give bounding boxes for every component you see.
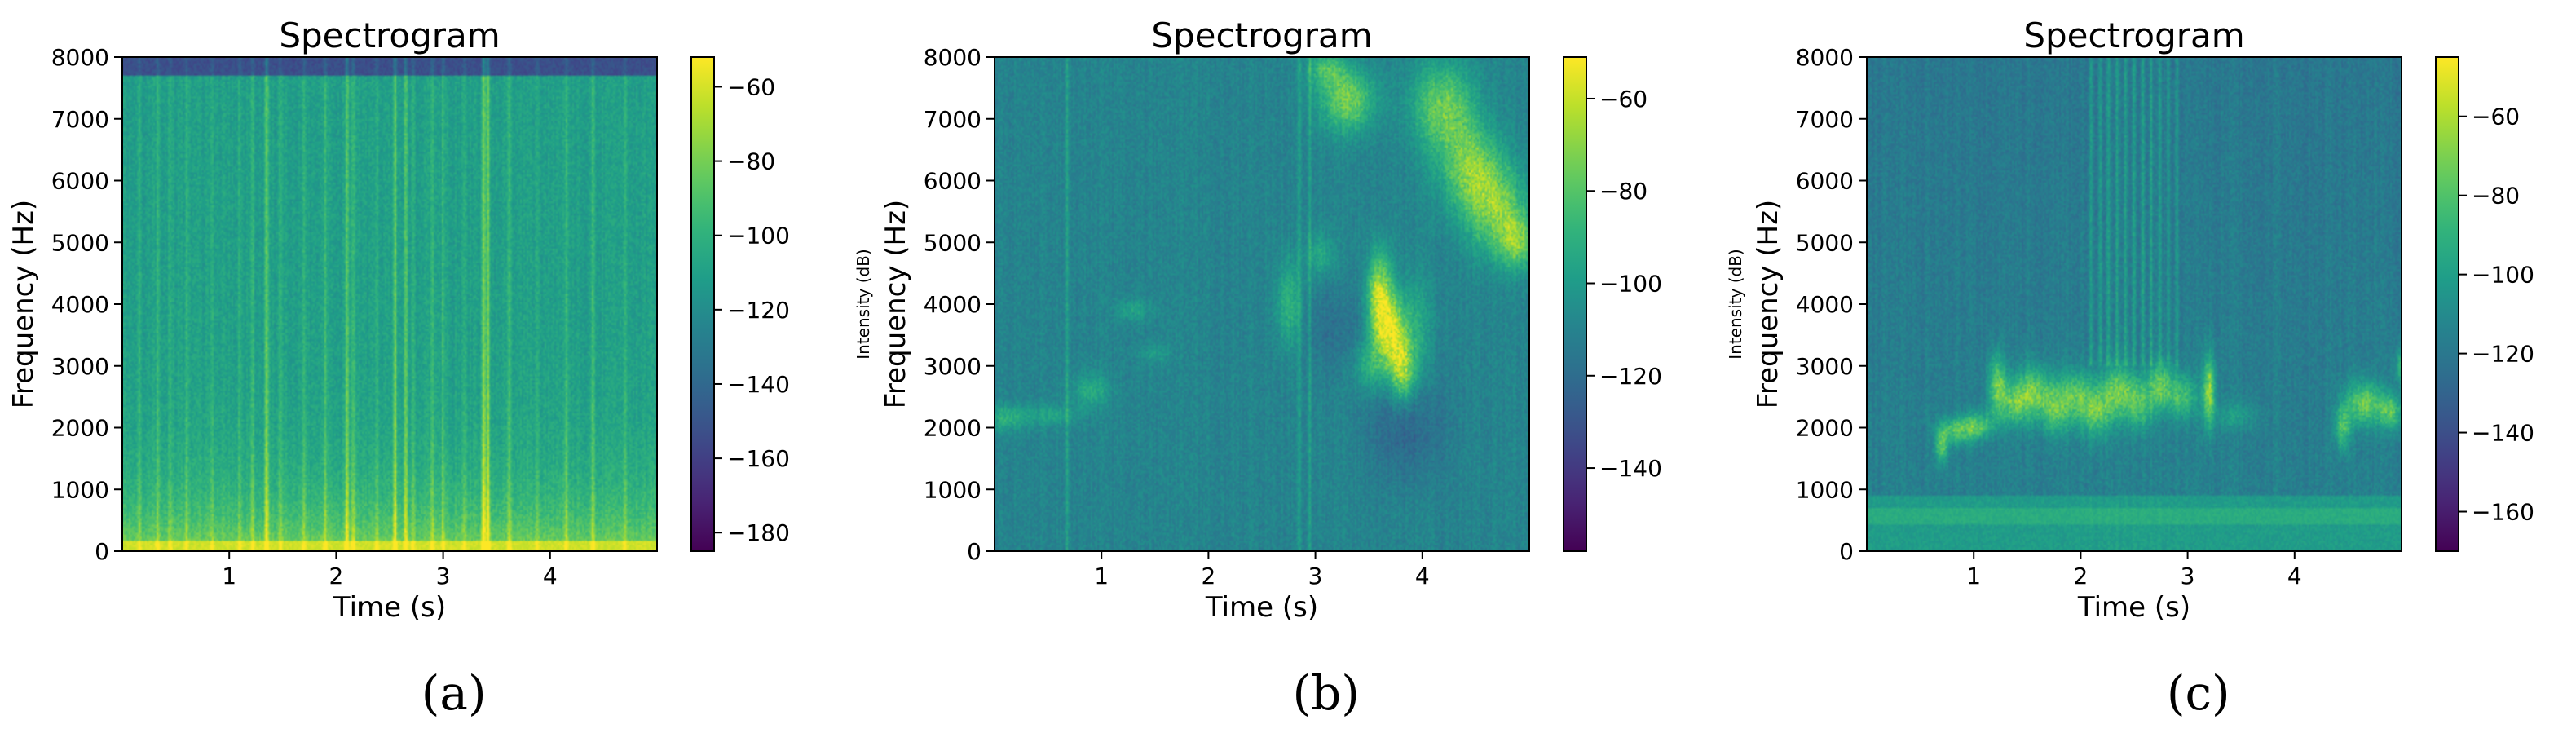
- y-tick-label: 2000: [1796, 415, 1854, 442]
- x-tick-label: 1: [1094, 563, 1109, 589]
- x-tick-label: 3: [1308, 563, 1323, 589]
- colorbar-tick-label: −60: [1599, 86, 1647, 113]
- y-tick-label: 1000: [1796, 476, 1854, 503]
- colorbar-tick-label: −60: [727, 73, 775, 100]
- x-axis-label: Time (s): [333, 591, 446, 624]
- spectrogram-heatmap: [122, 57, 657, 551]
- y-tick-label: 6000: [1796, 168, 1854, 195]
- x-tick-label: 1: [1966, 563, 1981, 589]
- colorbar-tick-label: −160: [2472, 499, 2534, 526]
- spectrogram-heatmap: [995, 57, 1529, 551]
- colorbar-tick-label: −100: [1599, 271, 1662, 298]
- y-tick-label: 2000: [51, 415, 109, 442]
- y-tick-label: 4000: [924, 291, 981, 318]
- y-tick-label: 7000: [924, 106, 981, 133]
- y-tick-label: 1000: [51, 476, 109, 503]
- y-tick-label: 3000: [1796, 353, 1854, 380]
- colorbar-tick-label: −60: [2472, 104, 2520, 130]
- colorbar-tick-label: −120: [2472, 341, 2534, 368]
- y-tick-label: 5000: [924, 229, 981, 256]
- colorbar-tick-label: −100: [727, 223, 790, 249]
- colorbar-label: Intensity (dB): [1726, 249, 1745, 359]
- y-tick-label: 5000: [51, 229, 109, 256]
- y-tick-label: 4000: [1796, 291, 1854, 318]
- panel-caption: (c): [2167, 665, 2230, 721]
- colorbar-label: Intensity (dB): [854, 249, 873, 359]
- colorbar-tick-label: −80: [727, 148, 775, 175]
- x-tick-label: 2: [2073, 563, 2088, 589]
- x-tick-label: 4: [2287, 563, 2302, 589]
- x-tick-label: 4: [1415, 563, 1430, 589]
- spectrogram-heatmap: [1867, 57, 2402, 551]
- y-tick-label: 2000: [924, 415, 981, 442]
- panel-caption: (a): [421, 665, 487, 721]
- colorbar-tick-label: −120: [727, 297, 790, 324]
- chart-panel-1: Spectrogram 1 2 3 4 0 1000 2000 3000 4000 5000 6000…: [7, 15, 873, 721]
- colorbar-tick-label: −80: [2472, 183, 2520, 210]
- x-axis-label: Time (s): [1205, 591, 1318, 624]
- y-tick-label: 6000: [51, 168, 109, 195]
- y-tick-label: 6000: [924, 168, 981, 195]
- x-tick-label: 2: [329, 563, 343, 589]
- x-tick-label: 3: [436, 563, 451, 589]
- y-tick-label: 8000: [1796, 44, 1854, 71]
- x-tick-label: 2: [1201, 563, 1215, 589]
- colorbar: [2435, 56, 2459, 552]
- y-tick-label: 1000: [924, 476, 981, 503]
- y-axis-label: Frequency (Hz): [1752, 200, 1784, 408]
- colorbar: [1563, 56, 1587, 552]
- y-tick-label: 4000: [51, 291, 109, 318]
- y-tick-label: 0: [1839, 538, 1854, 565]
- colorbar-tick-label: −140: [727, 371, 790, 398]
- colorbar-tick-label: −140: [2472, 420, 2534, 447]
- y-tick-label: 5000: [1796, 229, 1854, 256]
- colorbar-tick-label: −100: [2472, 262, 2534, 289]
- y-tick-label: 0: [967, 538, 981, 565]
- x-tick-label: 3: [2181, 563, 2195, 589]
- chart-panel-3: Spectrogram 1 2 3 4 0 1000 2000 3000 4000 5000 6000…: [1752, 15, 2534, 721]
- colorbar-tick-label: −120: [1599, 363, 1662, 390]
- chart-title: Spectrogram: [279, 15, 500, 55]
- y-tick-label: 3000: [924, 353, 981, 380]
- y-tick-label: 8000: [924, 44, 981, 71]
- y-tick-label: 7000: [1796, 106, 1854, 133]
- x-tick-label: 1: [222, 563, 236, 589]
- y-axis-label: Frequency (Hz): [880, 200, 912, 408]
- colorbar-tick-label: −80: [1599, 178, 1647, 205]
- y-tick-label: 7000: [51, 106, 109, 133]
- chart-panel-2: Spectrogram 1 2 3 4 0 1000 2000 3000 4000 5000 6000…: [880, 15, 1745, 721]
- chart-title: Spectrogram: [1151, 15, 1372, 55]
- y-axis-label: Frequency (Hz): [7, 200, 40, 408]
- colorbar-tick-label: −140: [1599, 455, 1662, 482]
- chart-title: Spectrogram: [2023, 15, 2244, 55]
- y-tick-label: 8000: [51, 44, 109, 71]
- colorbar: [690, 56, 715, 552]
- x-axis-label: Time (s): [2077, 591, 2190, 624]
- y-tick-label: 0: [95, 538, 109, 565]
- panel-caption: (b): [1293, 665, 1360, 721]
- x-tick-label: 4: [543, 563, 558, 589]
- colorbar-tick-label: −180: [727, 519, 790, 546]
- y-tick-label: 3000: [51, 353, 109, 380]
- colorbar-tick-label: −160: [727, 445, 790, 472]
